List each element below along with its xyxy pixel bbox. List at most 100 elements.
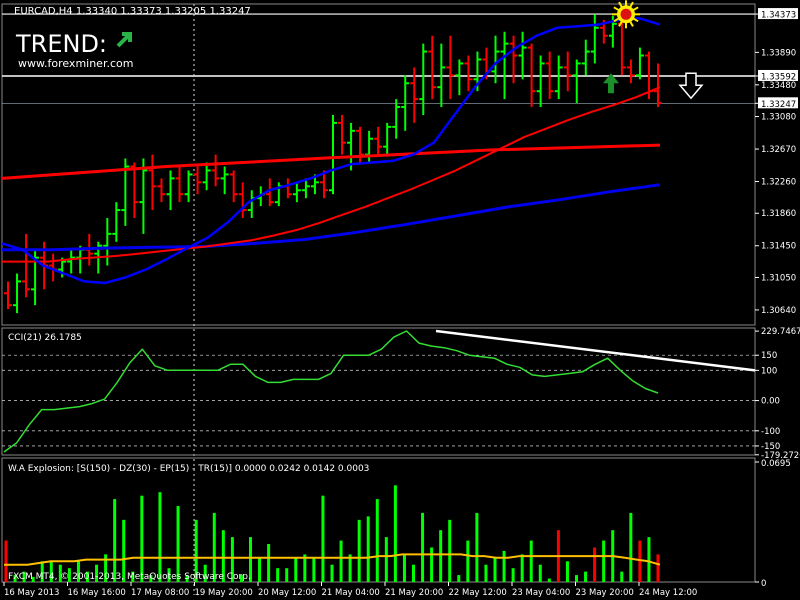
price-label-box xyxy=(758,97,798,109)
histogram-bar xyxy=(547,578,551,582)
histogram-bar xyxy=(86,571,89,582)
cci-pane-frame xyxy=(1,327,756,456)
ohlc-bar xyxy=(229,170,238,203)
histogram-bar xyxy=(230,537,234,582)
histogram-bar xyxy=(484,564,488,582)
histogram-bar xyxy=(656,554,660,582)
histogram-bar xyxy=(448,519,452,582)
ohlc-bar xyxy=(455,59,464,96)
sun-ray xyxy=(632,17,639,23)
buy-arrow-icon xyxy=(603,73,619,94)
ohlc-bar xyxy=(518,31,527,80)
ohlc-bar xyxy=(22,233,31,298)
histogram-bar xyxy=(375,499,379,582)
histogram-bar xyxy=(366,516,370,582)
ohlc-bar xyxy=(139,158,148,234)
histogram-bar xyxy=(149,575,153,582)
histogram-bar xyxy=(131,571,135,582)
ma-slow-red-line xyxy=(2,86,661,263)
ohlc-bar xyxy=(130,162,139,218)
ma-long-blue-line xyxy=(2,183,661,252)
ohlc-bar xyxy=(500,31,509,100)
histogram-bar xyxy=(67,568,71,582)
cci-tick-label: -179.2726 xyxy=(761,451,800,461)
histogram-bar xyxy=(357,519,361,582)
ohlc-bar xyxy=(464,55,473,92)
histogram-bar xyxy=(22,571,26,582)
x-tick-label: 20 May 12:00 xyxy=(258,588,316,598)
ohlc-bar xyxy=(536,55,545,108)
histogram-bar xyxy=(565,561,569,582)
ohlc-bar xyxy=(184,170,193,203)
price-label-boxed: 1.33247 xyxy=(761,100,796,110)
histogram-bar xyxy=(430,547,434,582)
histogram-bar xyxy=(457,575,461,582)
histogram-bar xyxy=(493,557,497,582)
histogram-bar xyxy=(58,564,62,582)
histogram-bar xyxy=(194,519,198,582)
ohlc-bar xyxy=(220,166,229,195)
ohlc-bar xyxy=(383,122,392,155)
price-label-boxed: 1.34373 xyxy=(761,11,796,21)
histogram-bar xyxy=(176,506,180,582)
ohlc-bar xyxy=(545,51,554,100)
cci-tick-label: 229.7467 xyxy=(761,327,800,337)
ma-flat-red-line xyxy=(1,143,661,180)
ohlc-bar xyxy=(446,35,455,100)
ohlc-bar xyxy=(338,114,347,155)
ohlc-bar xyxy=(437,43,446,108)
histogram-bar xyxy=(140,495,144,582)
histogram-bar xyxy=(285,568,289,582)
histogram-bar xyxy=(95,564,99,582)
ohlc-bar xyxy=(635,47,644,80)
x-tick-label: 16 May 16:00 xyxy=(68,588,126,598)
ohlc-bar xyxy=(292,182,301,203)
histogram-bar xyxy=(629,512,633,582)
ohlc-bar xyxy=(4,281,12,310)
histogram-bar xyxy=(276,568,280,582)
histogram-bar xyxy=(167,568,171,582)
histogram-bar xyxy=(104,554,108,582)
histogram-bar xyxy=(511,568,515,582)
histogram-bar xyxy=(538,564,542,582)
ohlc-bar xyxy=(319,170,328,199)
ohlc-bar xyxy=(166,170,175,211)
sun-core xyxy=(620,8,632,20)
ohlc-bar xyxy=(148,154,157,211)
histogram-bar xyxy=(321,495,325,582)
divergence-line xyxy=(435,329,756,372)
histogram-bar xyxy=(203,564,207,582)
histogram-bar xyxy=(185,575,189,582)
x-tick-label: 21 May 20:00 xyxy=(385,588,443,598)
ohlc-bar xyxy=(202,162,211,191)
price-tick-label: 1.30640 xyxy=(761,306,796,316)
sun-ray xyxy=(632,6,639,12)
cci-line xyxy=(3,330,659,453)
x-tick-label: 23 May 04:00 xyxy=(512,588,570,598)
price-tick-label: 1.32260 xyxy=(761,178,796,188)
sun-ray xyxy=(613,6,620,12)
ohlc-bar xyxy=(347,122,356,171)
histogram-bar xyxy=(402,554,406,582)
histogram-bar xyxy=(49,561,53,582)
ohlc-bar xyxy=(67,249,76,274)
x-tick-label: 17 May 08:00 xyxy=(131,588,189,598)
histogram-bar xyxy=(4,540,8,582)
ohlc-bar xyxy=(626,59,635,84)
broker-copyright: FXCM MT4, © 2001-2013, MetaQuotes Softwa… xyxy=(8,572,251,582)
ohlc-bar xyxy=(410,67,419,123)
sun-ray xyxy=(613,17,620,23)
histogram-bar xyxy=(593,547,597,582)
x-tick-label: 22 May 12:00 xyxy=(449,588,507,598)
sell-arrow-icon xyxy=(678,72,704,100)
histogram-bar xyxy=(384,537,388,582)
ohlc-bar xyxy=(392,99,401,139)
histogram-bar xyxy=(602,540,606,582)
explosion-title: W.A Explosion: [S(150) - DZ(30) - EP(15)… xyxy=(8,464,369,474)
price-tick-label: 1.32670 xyxy=(761,145,796,155)
histogram-bar xyxy=(412,564,415,582)
histogram-bar xyxy=(122,519,126,582)
sun-icon xyxy=(612,0,640,29)
ohlc-bar xyxy=(401,75,410,131)
